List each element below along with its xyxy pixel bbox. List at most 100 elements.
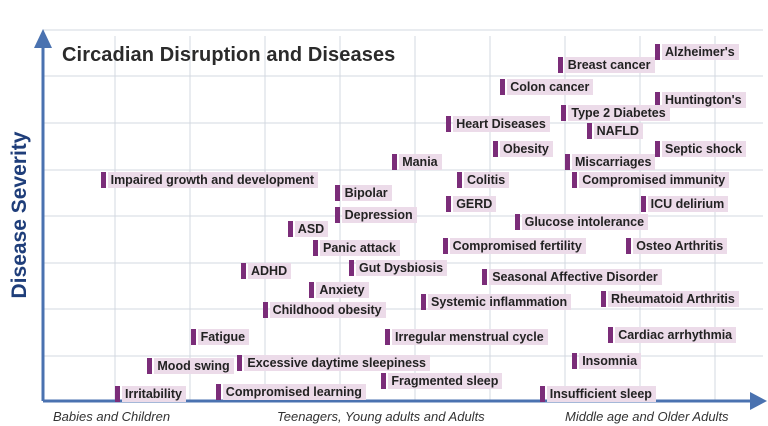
data-point-label: Mood swing bbox=[154, 358, 234, 375]
data-point-marker bbox=[655, 44, 660, 61]
data-point-fragmented-sleep: Fragmented sleep bbox=[381, 372, 503, 389]
data-point-label: ADHD bbox=[248, 263, 292, 280]
data-point-marker bbox=[262, 301, 268, 318]
data-point-marker bbox=[640, 195, 646, 212]
data-point-adhd: ADHD bbox=[241, 263, 292, 280]
data-point-alzheimer-s: Alzheimer's bbox=[655, 44, 739, 61]
data-point-label: Irregular menstrual cycle bbox=[392, 329, 548, 346]
data-point-obesity: Obesity bbox=[493, 141, 553, 158]
data-point-marker bbox=[385, 329, 390, 346]
data-point-marker bbox=[514, 214, 520, 231]
data-point-label: Fatigue bbox=[197, 329, 250, 346]
data-point-compromised-fertility: Compromised fertility bbox=[442, 237, 586, 254]
data-point-marker bbox=[655, 141, 660, 158]
data-point-mania: Mania bbox=[392, 153, 442, 170]
data-point-marker bbox=[655, 91, 660, 108]
data-point-label: Irritability bbox=[122, 385, 186, 402]
x-category-teenagers-adults: Teenagers, Young adults and Adults bbox=[277, 409, 485, 424]
data-point-compromised-learning: Compromised learning bbox=[215, 383, 366, 400]
data-point-icu-delirium: ICU delirium bbox=[640, 195, 729, 212]
data-point-label: NAFLD bbox=[593, 122, 643, 139]
data-point-label: ICU delirium bbox=[647, 195, 729, 212]
data-point-label: Miscarriages bbox=[572, 153, 656, 170]
data-point-asd: ASD bbox=[287, 221, 329, 238]
data-point-marker bbox=[557, 57, 563, 74]
x-category-middle-age-older-adults: Middle age and Older Adults bbox=[565, 409, 729, 424]
data-point-label: Fragmented sleep bbox=[388, 372, 503, 389]
data-point-mood-swing: Mood swing bbox=[147, 358, 234, 375]
data-point-marker bbox=[493, 141, 498, 158]
data-point-label: Anxiety bbox=[316, 281, 369, 298]
y-axis-arrowhead bbox=[34, 29, 52, 48]
data-point-label: Compromised fertility bbox=[449, 237, 586, 254]
chart-title: Circadian Disruption and Diseases bbox=[62, 44, 396, 66]
data-point-marker bbox=[442, 237, 448, 254]
data-point-label: Depression bbox=[341, 206, 417, 223]
data-point-label: Childhood obesity bbox=[269, 301, 386, 318]
data-point-label: Cardiac arrhythmia bbox=[615, 327, 737, 344]
data-point-marker bbox=[421, 294, 426, 311]
x-category-babies-and-children: Babies and Children bbox=[53, 409, 171, 424]
data-point-marker bbox=[334, 184, 340, 201]
data-point-cardiac-arrhythmia: Cardiac arrhythmia bbox=[608, 327, 737, 344]
data-point-label: Huntington's bbox=[662, 91, 746, 108]
data-point-marker bbox=[586, 122, 592, 139]
data-point-label: Seasonal Affective Disorder bbox=[489, 268, 662, 285]
data-point-label: Insufficient sleep bbox=[546, 385, 656, 402]
data-point-compromised-immunity: Compromised immunity bbox=[572, 172, 730, 189]
data-point-label: Panic attack bbox=[320, 239, 400, 256]
data-point-marker bbox=[100, 172, 106, 189]
data-point-label: Rheumatoid Arthritis bbox=[608, 290, 739, 307]
data-point-marker bbox=[446, 115, 452, 132]
data-point-marker bbox=[215, 383, 221, 400]
y-axis-label: Disease Severity bbox=[8, 131, 31, 299]
data-point-label: Mania bbox=[399, 153, 442, 170]
data-point-marker bbox=[190, 329, 196, 346]
data-point-marker bbox=[601, 290, 606, 307]
data-point-label: GERD bbox=[453, 195, 497, 212]
data-point-panic-attack: Panic attack bbox=[313, 239, 400, 256]
data-point-label: Glucose intolerance bbox=[521, 214, 649, 231]
data-point-marker bbox=[381, 372, 387, 389]
data-point-osteo-arthritis: Osteo Arthritis bbox=[626, 237, 728, 254]
data-point-label: Breast cancer bbox=[564, 57, 655, 74]
data-point-colon-cancer: Colon cancer bbox=[500, 79, 594, 96]
data-point-marker bbox=[241, 263, 246, 280]
data-point-marker bbox=[457, 172, 462, 189]
data-point-type-2-diabetes: Type 2 Diabetes bbox=[561, 104, 670, 121]
data-point-label: Compromised immunity bbox=[579, 172, 730, 189]
data-point-marker bbox=[147, 358, 153, 375]
data-point-rheumatoid-arthritis: Rheumatoid Arthritis bbox=[601, 290, 739, 307]
data-point-impaired-growth-and-development: Impaired growth and development bbox=[100, 172, 319, 189]
data-point-systemic-inflammation: Systemic inflammation bbox=[421, 294, 572, 311]
data-point-label: Heart Diseases bbox=[453, 115, 550, 132]
data-point-label: Colon cancer bbox=[507, 79, 594, 96]
data-point-marker bbox=[565, 153, 570, 170]
data-point-glucose-intolerance: Glucose intolerance bbox=[514, 214, 649, 231]
data-point-marker bbox=[115, 385, 120, 402]
data-point-marker bbox=[608, 327, 614, 344]
data-point-marker bbox=[561, 104, 567, 121]
data-point-miscarriages: Miscarriages bbox=[565, 153, 656, 170]
data-point-marker bbox=[313, 239, 318, 256]
data-point-bipolar: Bipolar bbox=[334, 184, 392, 201]
data-point-label: Alzheimer's bbox=[662, 44, 739, 61]
data-point-marker bbox=[572, 172, 578, 189]
data-point-heart-diseases: Heart Diseases bbox=[446, 115, 550, 132]
data-point-label: Gut Dysbiosis bbox=[356, 259, 448, 276]
data-point-depression: Depression bbox=[334, 206, 417, 223]
data-point-childhood-obesity: Childhood obesity bbox=[262, 301, 386, 318]
data-point-septic-shock: Septic shock bbox=[655, 141, 747, 158]
data-point-marker bbox=[539, 385, 545, 402]
data-point-marker bbox=[287, 221, 293, 238]
data-point-marker bbox=[349, 259, 354, 276]
data-point-breast-cancer: Breast cancer bbox=[557, 57, 655, 74]
data-point-label: Systemic inflammation bbox=[428, 294, 572, 311]
data-point-marker bbox=[500, 79, 506, 96]
data-point-gut-dysbiosis: Gut Dysbiosis bbox=[349, 259, 448, 276]
x-axis-arrowhead bbox=[750, 392, 767, 410]
data-point-marker bbox=[626, 237, 632, 254]
data-point-label: Impaired growth and development bbox=[107, 172, 319, 189]
data-point-irregular-menstrual-cycle: Irregular menstrual cycle bbox=[385, 329, 548, 346]
